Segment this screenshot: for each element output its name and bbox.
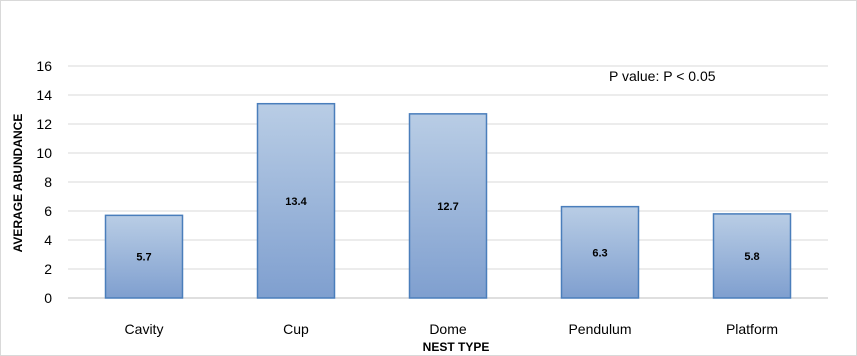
y-tick-label: 0 — [44, 290, 52, 306]
x-axis-title: NEST TYPE — [423, 340, 490, 354]
y-tick-label: 14 — [36, 87, 52, 103]
category-label-platform: Platform — [726, 321, 778, 337]
y-tick-label: 16 — [36, 58, 52, 74]
y-tick-label: 8 — [44, 174, 52, 190]
y-axis-ticks: 0 2 4 6 8 10 12 14 16 — [36, 58, 52, 306]
data-labels: 5.7 13.4 12.7 6.3 5.8 — [136, 196, 759, 264]
data-label-cup: 13.4 — [285, 196, 307, 208]
y-tick-label: 10 — [36, 145, 52, 161]
y-tick-label: 2 — [44, 261, 52, 277]
bar-dome — [408, 113, 488, 299]
category-label-pendulum: Pendulum — [568, 321, 631, 337]
category-label-cup: Cup — [283, 321, 309, 337]
y-axis-title: AVERAGE ABUNDANCE — [11, 114, 25, 253]
data-label-dome: 12.7 — [437, 201, 458, 213]
y-tick-label: 6 — [44, 203, 52, 219]
category-label-dome: Dome — [429, 321, 467, 337]
bar-platform — [712, 213, 792, 299]
y-tick-label: 12 — [36, 116, 52, 132]
p-value-annotation: P value: P < 0.05 — [609, 68, 716, 84]
x-axis-categories: Cavity Cup Dome Pendulum Platform — [125, 321, 779, 337]
bars — [104, 102, 792, 299]
data-label-platform: 5.8 — [744, 251, 759, 263]
category-label-cavity: Cavity — [125, 321, 164, 337]
data-label-pendulum: 6.3 — [592, 247, 607, 259]
data-label-cavity: 5.7 — [136, 252, 151, 264]
bar-cup — [256, 102, 336, 299]
bar-pendulum — [560, 205, 640, 299]
bar-cavity — [104, 214, 184, 299]
y-tick-label: 4 — [44, 232, 52, 248]
